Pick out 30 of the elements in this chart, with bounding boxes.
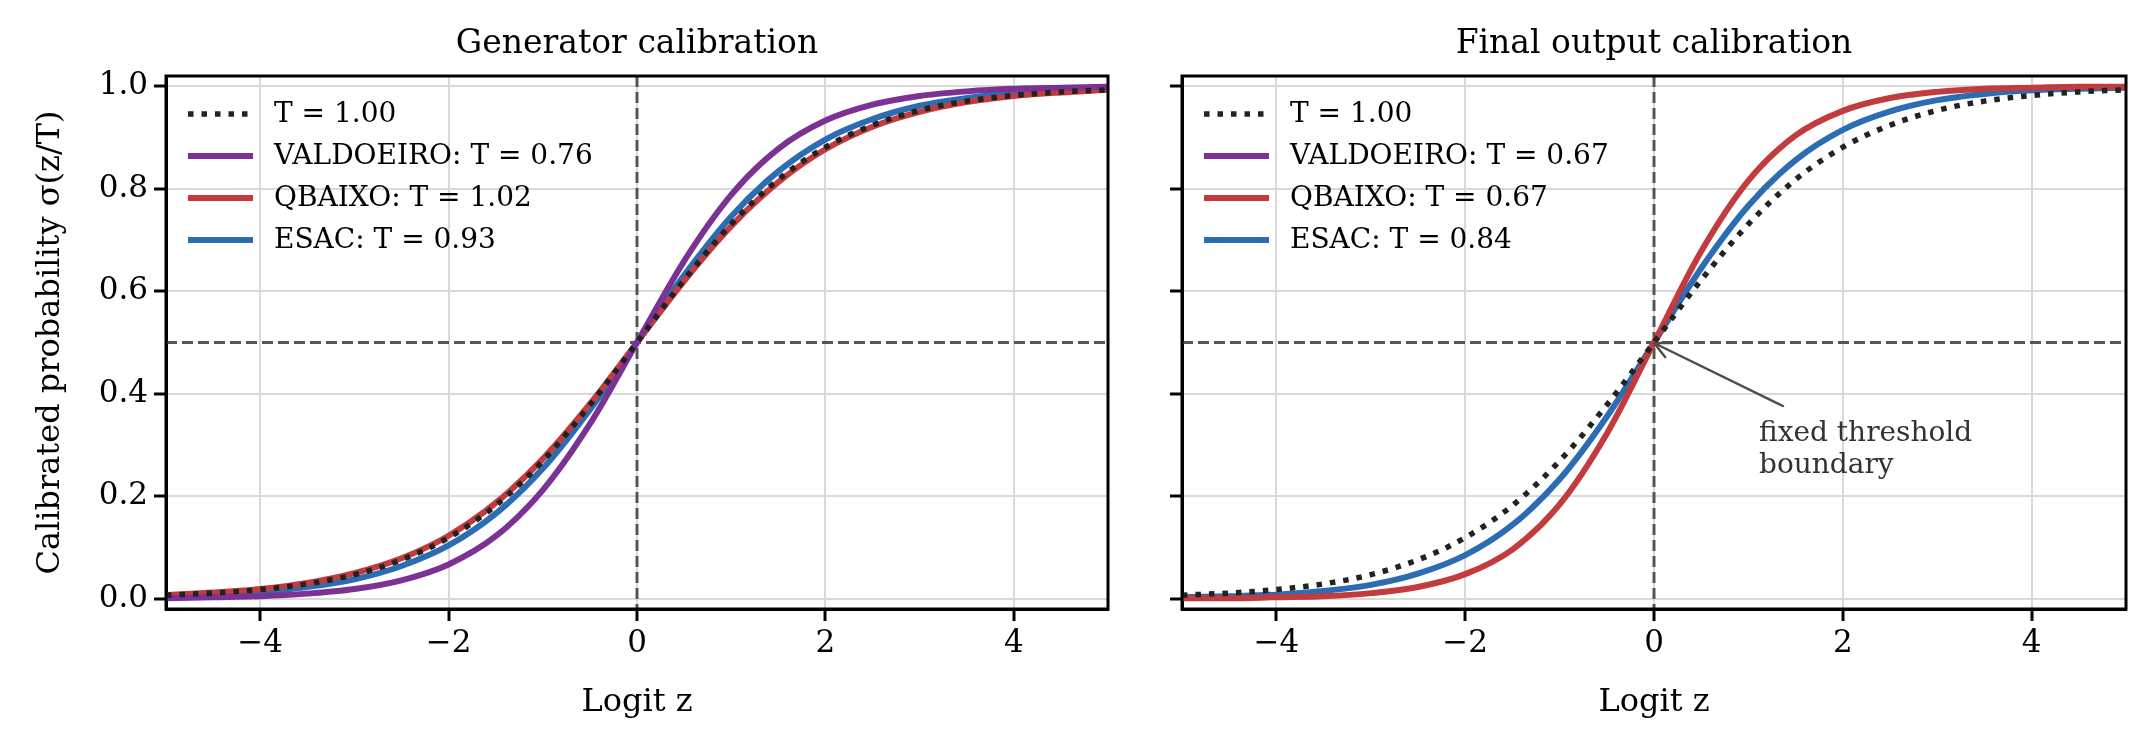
- x-axis-title: Logit z: [581, 681, 693, 720]
- legend-label: QBAIXO: T = 1.02: [274, 180, 532, 214]
- legend-label: T = 1.00: [1290, 96, 1413, 130]
- x-tick-label: 2: [1832, 622, 1853, 659]
- x-tick-label: 4: [2021, 622, 2042, 659]
- y-tick-label: 0.6: [98, 270, 148, 307]
- y-tick-label: 0.2: [98, 475, 148, 512]
- x-tick-label: 0: [627, 622, 647, 659]
- chart-title: Final output calibration: [1455, 21, 1853, 61]
- y-axis-title: Calibrated probability σ(z/T): [28, 110, 67, 575]
- y-tick-label: 0.0: [98, 577, 148, 614]
- legend-label: VALDOEIRO: T = 0.76: [273, 138, 593, 172]
- chart-title: Generator calibration: [455, 21, 819, 61]
- legend-label: T = 1.00: [274, 96, 397, 130]
- x-tick-label: −4: [1253, 622, 1300, 659]
- x-tick-label: 0: [1644, 622, 1664, 659]
- x-tick-label: −4: [237, 622, 284, 659]
- y-tick-label: 1.0: [98, 65, 148, 102]
- annotation: fixed threshold boundary: [1759, 414, 1973, 480]
- x-tick-label: −2: [425, 622, 472, 659]
- legend-label: QBAIXO: T = 0.67: [1290, 180, 1548, 214]
- legend-label: ESAC: T = 0.93: [274, 222, 496, 256]
- x-tick-label: 4: [1003, 622, 1024, 659]
- y-tick-label: 0.4: [98, 372, 148, 409]
- legend-label: VALDOEIRO: T = 0.67: [1289, 138, 1609, 172]
- x-tick-label: 2: [815, 622, 836, 659]
- x-axis-title: Logit z: [1598, 681, 1710, 720]
- x-tick-label: −2: [1442, 622, 1489, 659]
- legend-label: ESAC: T = 0.84: [1290, 222, 1512, 256]
- y-tick-label: 0.8: [98, 167, 148, 204]
